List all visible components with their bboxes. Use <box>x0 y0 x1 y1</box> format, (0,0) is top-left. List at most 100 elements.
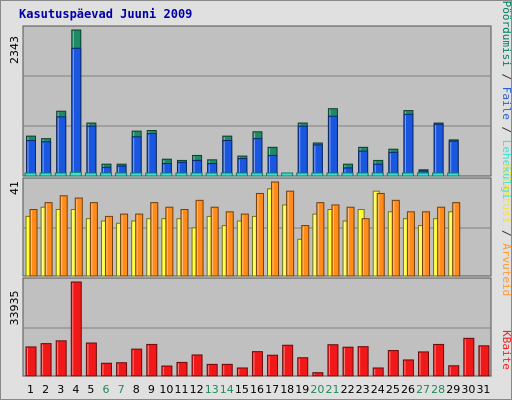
bar-arvuteid-day-21 <box>331 204 340 277</box>
legend-1-item-4: / <box>500 120 512 140</box>
bar-faile-day-1-highlight <box>27 141 29 175</box>
bar-faile-day-15-highlight <box>238 159 240 175</box>
bar-kylastusi-day-3-highlight <box>57 210 59 275</box>
bar-arvuteid-day-4-highlight <box>76 199 78 275</box>
bar-lehekylgi-day-16 <box>250 172 263 177</box>
bar-kylastusi-day-7-highlight <box>117 224 119 275</box>
x-tick-label-3: 3 <box>57 383 64 396</box>
x-tick-label-15: 15 <box>235 383 249 396</box>
bar-kbaite-day-8-highlight <box>132 350 134 375</box>
bar-kbaite-day-20-highlight <box>313 373 315 375</box>
bar-arvuteid-day-6 <box>104 215 113 277</box>
bar-kbaite-day-23 <box>357 346 369 377</box>
bar-faile-day-23-highlight <box>359 152 361 175</box>
bar-kylastusi-day-29-highlight <box>449 212 451 275</box>
bar-kbaite-day-18 <box>282 344 294 377</box>
legend-1-item-1: Pöördumisi <box>500 1 512 67</box>
bar-lehekylgi-day-8 <box>130 172 143 177</box>
bar-arvuteid-day-23 <box>361 218 370 277</box>
bar-kylastusi-day-6-highlight <box>102 221 104 275</box>
bar-faile-day-4-highlight <box>72 49 74 175</box>
bar-kylastusi-day-26-highlight <box>404 219 406 275</box>
bar-arvuteid-day-1-highlight <box>31 210 32 275</box>
bar-faile-day-20-highlight <box>314 145 316 175</box>
bar-arvuteid-day-12-highlight <box>197 201 199 275</box>
x-tick-label-16: 16 <box>250 383 264 396</box>
bar-kbaite-day-28 <box>433 343 445 377</box>
bar-kbaite-day-19 <box>297 357 309 377</box>
bar-lehekylgi-day-6 <box>99 172 112 177</box>
bar-arvuteid-day-9-highlight <box>151 203 153 275</box>
bar-faile-day-14-highlight <box>223 141 225 175</box>
bar-kbaite-day-30 <box>463 337 475 377</box>
legend-1-item-3: Faile <box>500 87 512 120</box>
bar-faile-day-2-highlight <box>42 142 44 175</box>
bar-arvuteid-day-11-highlight <box>181 210 183 275</box>
bar-kbaite-day-12-highlight <box>193 355 195 375</box>
legend-2: Külastusi / Arvuteid <box>500 164 512 296</box>
axis-max-label-1: 2343 <box>8 36 21 64</box>
bar-arvuteid-day-13-highlight <box>212 208 214 275</box>
bar-kbaite-day-5-highlight <box>87 344 89 375</box>
bar-kbaite-day-6 <box>100 362 112 377</box>
bar-arvuteid-day-21-highlight <box>332 205 334 275</box>
bar-kbaite-day-24 <box>372 367 384 377</box>
bar-lehekylgi-day-3 <box>54 172 67 177</box>
bar-faile-day-19-highlight <box>299 127 301 175</box>
x-tick-label-29: 29 <box>446 383 460 396</box>
bar-kbaite-day-26-highlight <box>404 360 406 375</box>
bar-kbaite-day-22-highlight <box>344 348 346 375</box>
bar-arvuteid-day-1 <box>29 209 38 277</box>
bar-kylastusi-day-27-highlight <box>419 226 421 275</box>
bar-kbaite-day-26 <box>402 359 414 377</box>
bar-arvuteid-day-24-highlight <box>378 194 380 275</box>
bar-faile-day-24-highlight <box>374 165 376 175</box>
bar-arvuteid-day-7 <box>120 213 129 277</box>
bar-kbaite-day-25-highlight <box>389 351 391 375</box>
bar-kbaite-day-18-highlight <box>283 346 285 375</box>
bar-lehekylgi-day-24 <box>371 172 384 177</box>
bar-arvuteid-day-14-highlight <box>227 212 229 275</box>
x-tick-label-21: 21 <box>325 383 339 396</box>
bar-kbaite-day-7 <box>116 362 128 377</box>
bar-arvuteid-day-12 <box>195 199 204 277</box>
bar-kylastusi-day-4-highlight <box>72 210 74 275</box>
bar-faile-day-29-highlight <box>450 142 452 175</box>
bar-lehekylgi-day-2 <box>39 172 52 177</box>
bar-faile-day-7-highlight <box>118 167 120 175</box>
bar-arvuteid-day-5 <box>89 202 98 277</box>
bar-kylastusi-day-16-highlight <box>253 217 255 275</box>
x-tick-label-28: 28 <box>431 383 445 396</box>
axis-max-label-2: 41 <box>8 181 21 195</box>
bar-arvuteid-day-20 <box>316 202 325 277</box>
bar-arvuteid-day-23-highlight <box>363 219 365 275</box>
bar-kbaite-day-6-highlight <box>102 364 104 375</box>
axis-max-label-3: 33935 <box>8 291 21 326</box>
bar-kylastusi-day-13-highlight <box>208 217 210 275</box>
bar-lehekylgi-day-25 <box>386 172 399 177</box>
bar-kylastusi-day-19-highlight <box>298 240 300 275</box>
bar-lehekylgi-day-1 <box>24 172 37 177</box>
bar-kylastusi-day-15-highlight <box>238 221 240 275</box>
bar-arvuteid-day-8 <box>135 213 144 277</box>
bar-lehekylgi-day-20 <box>311 172 324 177</box>
bar-arvuteid-day-19-highlight <box>302 226 304 275</box>
bar-kbaite-day-10-highlight <box>162 367 164 375</box>
bar-arvuteid-day-25-highlight <box>393 201 395 275</box>
bar-kylastusi-day-20-highlight <box>313 215 315 275</box>
bar-kbaite-day-22 <box>342 346 354 377</box>
bar-faile-day-25-highlight <box>389 153 391 175</box>
bar-arvuteid-day-24 <box>376 192 385 277</box>
bar-kbaite-day-29-highlight <box>449 366 451 375</box>
bar-kbaite-day-3 <box>55 340 67 377</box>
bar-faile-day-26-highlight <box>404 115 406 175</box>
x-tick-label-24: 24 <box>371 383 385 396</box>
bar-arvuteid-day-4 <box>74 197 83 277</box>
bar-arvuteid-day-6-highlight <box>106 217 108 275</box>
bar-arvuteid-day-9 <box>150 202 159 277</box>
x-tick-label-30: 30 <box>461 383 475 396</box>
bar-arvuteid-day-5-highlight <box>91 203 93 275</box>
bar-kbaite-day-17 <box>267 354 279 377</box>
bar-faile-day-21-highlight <box>329 117 331 175</box>
